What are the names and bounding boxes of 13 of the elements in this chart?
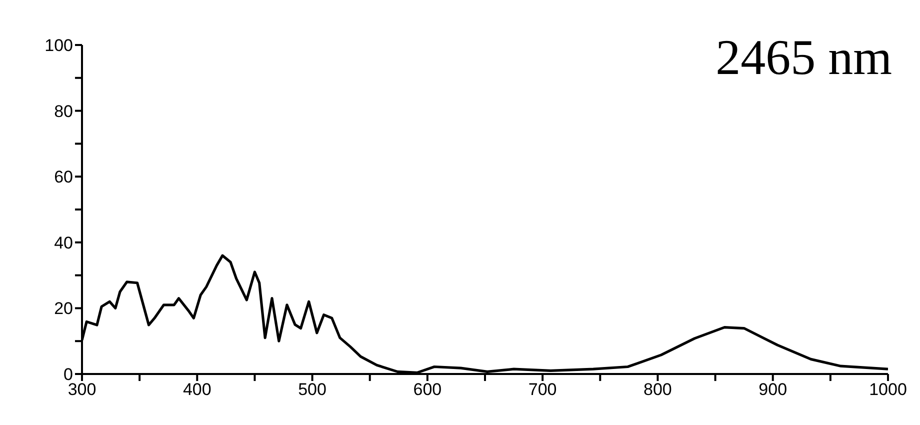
y-tick-label: 80	[54, 102, 73, 121]
x-tick-label: 800	[644, 380, 672, 400]
y-tick-label: 20	[54, 299, 73, 318]
annotation: 2465 nm	[716, 28, 892, 86]
y-tick-label: 100	[44, 36, 73, 56]
x-tick-label: 700	[528, 380, 557, 400]
x-tick-label: 600	[413, 380, 442, 400]
x-tick-label: 500	[298, 380, 326, 400]
x-tick-label: 400	[182, 380, 212, 400]
y-tick-label: 60	[54, 168, 73, 187]
x-tick-label: 1000	[869, 380, 907, 400]
x-tick-label: 900	[758, 380, 788, 400]
y-tick-label: 40	[54, 233, 73, 252]
